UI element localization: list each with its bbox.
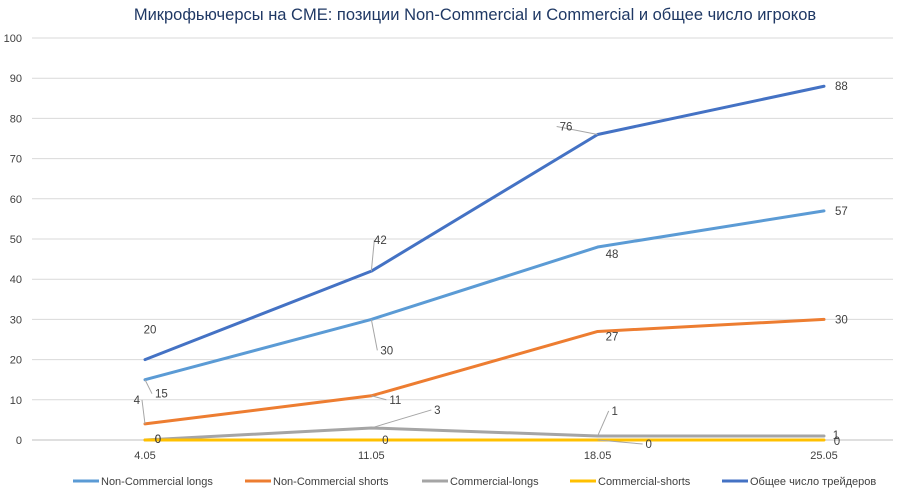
legend-label: Non-Commercial longs [101, 476, 213, 488]
leader-line [371, 409, 432, 429]
y-tick-label: 70 [10, 154, 22, 166]
legend: Non-Commercial longs Non-Commercial short… [73, 476, 876, 488]
data-label: 30 [835, 314, 848, 326]
x-tick-label: 4.05 [134, 450, 155, 462]
data-label-leaders [141, 125, 643, 445]
data-label: 1 [833, 430, 839, 442]
data-label: 88 [835, 81, 848, 93]
x-tick-label: 25.05 [810, 450, 838, 462]
y-tick-label: 100 [4, 33, 22, 45]
data-label: 3 [434, 405, 440, 417]
data-label: 48 [606, 249, 619, 261]
y-tick-label: 60 [10, 194, 22, 206]
leader-line [556, 125, 598, 135]
leader-line [141, 399, 146, 424]
leader-line [144, 379, 153, 394]
y-tick-label: 10 [10, 395, 22, 407]
series-line [143, 84, 826, 362]
y-tick-label: 80 [10, 113, 22, 125]
data-label: 30 [380, 345, 393, 357]
series-lines [143, 84, 826, 442]
legend-label: Commercial-longs [450, 476, 539, 488]
series-line [143, 209, 826, 382]
data-label: 27 [606, 331, 619, 343]
x-tick-label: 11.05 [358, 450, 385, 462]
data-label: 1 [611, 406, 617, 418]
data-label: 11 [389, 395, 401, 407]
y-tick-label: 30 [10, 314, 22, 326]
data-label: 20 [144, 325, 157, 337]
leader-line [370, 240, 375, 272]
y-tick-label: 40 [10, 274, 22, 286]
data-label: 42 [374, 235, 387, 247]
legend-label: Non-Commercial shorts [273, 476, 389, 488]
leader-line [597, 410, 610, 437]
y-tick-label: 20 [10, 355, 22, 367]
x-tick-label: 18.05 [584, 450, 612, 462]
y-tick-label: 50 [10, 234, 22, 246]
data-label: 15 [155, 389, 168, 401]
data-label: 57 [835, 206, 848, 218]
data-label: 0 [834, 436, 840, 448]
series-line [143, 317, 826, 426]
data-label: 76 [560, 121, 573, 133]
leader-line [370, 319, 378, 351]
y-tick-label: 90 [10, 73, 22, 85]
data-label: 0 [155, 434, 161, 446]
data-label: 4 [134, 395, 141, 407]
data-label: 0 [155, 434, 161, 446]
y-axis-tick-labels: 0 10 20 30 40 50 60 70 80 90 100 [4, 33, 22, 447]
chart-title: Микрофьючерсы на CME: позиции Non-Commer… [134, 6, 817, 24]
legend-label: Общее число трейдеров [750, 476, 876, 488]
data-label: 0 [645, 439, 651, 451]
legend-label: Commercial-shorts [598, 476, 691, 488]
leader-line [597, 439, 643, 445]
y-tick-label: 0 [16, 435, 22, 447]
data-label: 0 [382, 435, 388, 447]
x-axis-tick-labels: 4.05 11.05 18.05 25.05 [134, 450, 837, 462]
series-line [143, 426, 826, 442]
gridlines [32, 37, 893, 441]
leader-line [371, 395, 387, 401]
